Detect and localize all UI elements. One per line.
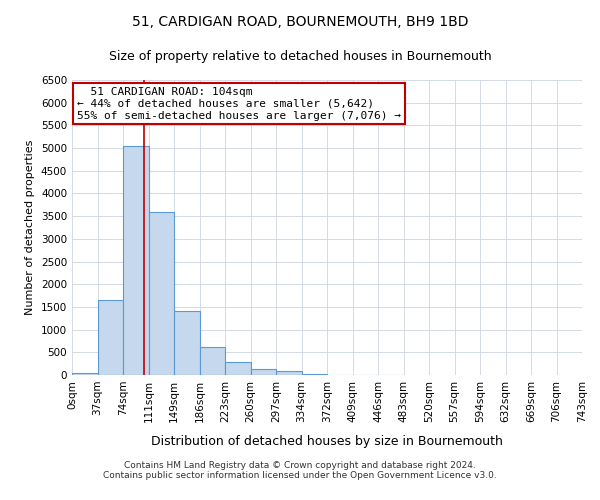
Bar	[199, 347, 225, 375]
Bar	[123, 146, 149, 375]
Bar	[225, 362, 251, 375]
Bar	[149, 212, 174, 375]
Bar	[97, 300, 123, 375]
Bar	[302, 374, 327, 375]
Bar	[251, 368, 276, 375]
Text: Size of property relative to detached houses in Bournemouth: Size of property relative to detached ho…	[109, 50, 491, 63]
Y-axis label: Number of detached properties: Number of detached properties	[25, 140, 35, 315]
Bar	[174, 310, 199, 375]
Text: Contains HM Land Registry data © Crown copyright and database right 2024.
Contai: Contains HM Land Registry data © Crown c…	[103, 460, 497, 480]
Text: 51 CARDIGAN ROAD: 104sqm
← 44% of detached houses are smaller (5,642)
55% of sem: 51 CARDIGAN ROAD: 104sqm ← 44% of detach…	[77, 88, 401, 120]
Bar	[72, 372, 97, 375]
Text: 51, CARDIGAN ROAD, BOURNEMOUTH, BH9 1BD: 51, CARDIGAN ROAD, BOURNEMOUTH, BH9 1BD	[132, 15, 468, 29]
Text: Distribution of detached houses by size in Bournemouth: Distribution of detached houses by size …	[151, 435, 503, 448]
Bar	[276, 372, 302, 375]
